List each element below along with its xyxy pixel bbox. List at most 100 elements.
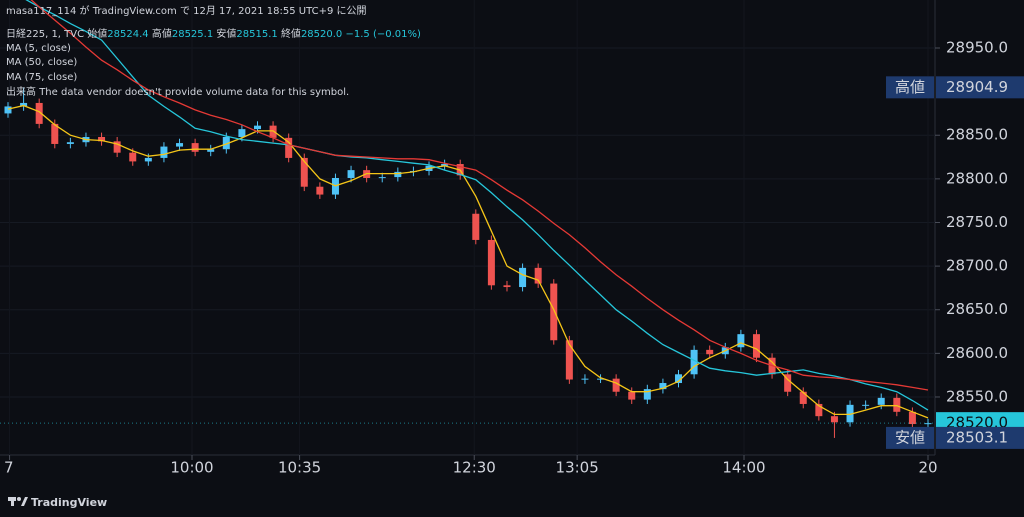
candle-body xyxy=(160,146,168,158)
candle-body xyxy=(830,416,838,423)
candle-body xyxy=(487,239,495,286)
ma-legend: MA (5, close) xyxy=(6,43,71,54)
low-value: 28515.1 xyxy=(236,29,277,40)
candle-body xyxy=(799,391,807,404)
candle-body xyxy=(441,164,449,166)
y-tick-label: 28850.0 xyxy=(946,126,1008,144)
price-tag-value: 28503.1 xyxy=(946,428,1008,446)
candle-body xyxy=(706,349,714,355)
candle-body xyxy=(347,170,355,178)
candle-body xyxy=(253,125,261,130)
candle-body xyxy=(394,171,402,178)
volume-note: The data vendor doesn't provide volume d… xyxy=(38,87,349,98)
footer-logo xyxy=(8,497,28,506)
publish-header: masa117_114 が TradingView.com で 12月 17, … xyxy=(6,4,367,17)
ma-legend: MA (75, close) xyxy=(6,72,77,83)
candle-body xyxy=(20,102,28,107)
price-tag-caption-box xyxy=(886,76,934,99)
y-tick-label: 28750.0 xyxy=(946,213,1008,231)
candle-body xyxy=(98,136,106,142)
price-tag-value: 28904.9 xyxy=(946,78,1008,96)
volume-legend: 出来高 The data vendor doesn't provide volu… xyxy=(6,85,349,98)
candle-body xyxy=(597,378,605,380)
price-tag xyxy=(936,426,1024,449)
candle-body xyxy=(581,378,589,380)
candle-body xyxy=(908,411,916,425)
candle-body xyxy=(846,404,854,423)
high-value: 28525.1 xyxy=(172,29,213,40)
ma-line xyxy=(7,104,929,419)
candle-body xyxy=(51,123,59,144)
candle-body xyxy=(784,374,792,392)
candle-body xyxy=(207,149,215,152)
x-tick-label: 13:05 xyxy=(556,459,599,477)
candle-body xyxy=(862,404,870,406)
candle-body xyxy=(144,157,152,162)
candle-body xyxy=(565,340,573,380)
candle-body xyxy=(238,129,246,137)
close-label: 終値 xyxy=(281,27,301,40)
plot-area xyxy=(0,0,935,438)
open-label: 始値 xyxy=(87,27,107,40)
candle-body xyxy=(176,143,184,147)
candle-body xyxy=(285,137,293,158)
price-tag-caption: 高値 xyxy=(895,78,925,96)
candle-body xyxy=(534,267,542,284)
candle-body xyxy=(222,136,230,150)
low-label: 安値 xyxy=(216,27,236,40)
candle-body xyxy=(378,177,386,179)
candle-body xyxy=(300,157,308,187)
candle-body xyxy=(519,267,527,288)
close-value: 28520.0 xyxy=(301,29,342,40)
candle-body xyxy=(628,391,636,400)
candle-body xyxy=(66,142,74,144)
candle-body xyxy=(877,397,885,405)
ma-line xyxy=(30,0,929,391)
candle-body xyxy=(472,213,480,240)
symbol: 日経225, 1, TVC xyxy=(6,27,84,40)
ohlc-legend: 日経225, 1, TVC 始値28524.4 高値28525.1 安値2851… xyxy=(6,27,421,40)
y-tick-label: 28700.0 xyxy=(946,257,1008,275)
y-tick-label: 28600.0 xyxy=(946,344,1008,362)
candle-body xyxy=(612,378,620,392)
ma-legend: MA (50, close) xyxy=(6,57,77,68)
x-tick-label: 12:30 xyxy=(453,459,496,477)
candle-body xyxy=(35,102,43,124)
candle-body xyxy=(815,403,823,417)
candle-body xyxy=(659,383,667,390)
candle-body xyxy=(113,141,121,153)
x-tick-label: 14:00 xyxy=(722,459,765,477)
candle-body xyxy=(269,125,277,138)
y-tick-label: 28800.0 xyxy=(946,169,1008,187)
candle-body xyxy=(752,334,760,358)
candle-body xyxy=(191,143,199,152)
open-value: 28524.4 xyxy=(107,29,148,40)
candle-body xyxy=(675,374,683,384)
candle-body xyxy=(893,397,901,412)
ma-line xyxy=(25,0,929,411)
volume-label: 出来高 xyxy=(6,85,36,98)
x-tick-label: 10:35 xyxy=(278,459,321,477)
x-tick-label: 7 xyxy=(4,459,14,477)
x-tick-label: 20 xyxy=(918,459,937,477)
candle-body xyxy=(4,106,12,114)
price-tag-caption: 安値 xyxy=(895,428,925,446)
candle-body xyxy=(643,389,651,400)
y-tick-label: 28550.0 xyxy=(946,387,1008,405)
candle-body xyxy=(550,283,558,341)
price-tag-caption-box xyxy=(886,426,934,449)
change-value: −1.5 (−0.01%) xyxy=(345,29,421,40)
y-tick-label: 28950.0 xyxy=(946,38,1008,56)
candle-body xyxy=(737,334,745,348)
candle-body xyxy=(690,349,698,375)
candle-body xyxy=(503,285,511,288)
price-tag xyxy=(936,76,1024,99)
x-tick-label: 10:00 xyxy=(170,459,213,477)
y-tick-label: 28650.0 xyxy=(946,300,1008,318)
high-label: 高値 xyxy=(152,27,172,40)
footer-brand: TradingView xyxy=(31,496,107,509)
candle-body xyxy=(129,152,137,162)
candle-body xyxy=(316,186,324,195)
